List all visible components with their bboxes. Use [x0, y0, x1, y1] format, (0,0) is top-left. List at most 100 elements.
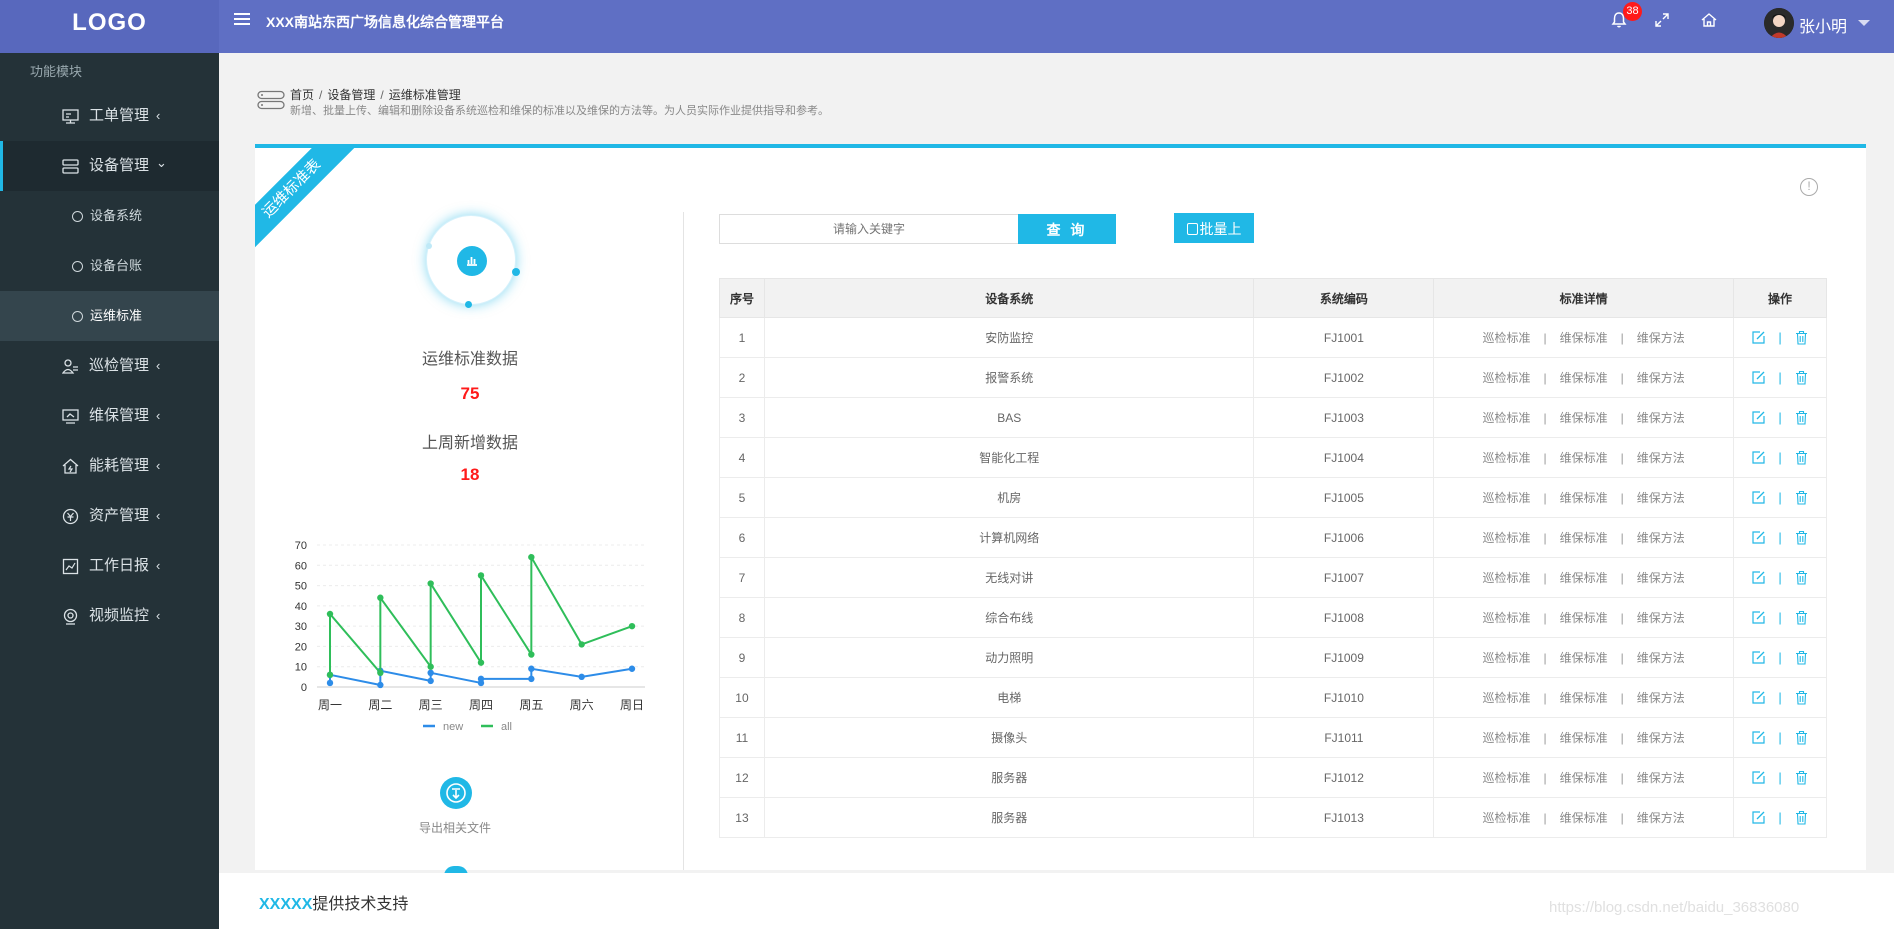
search-input[interactable] [719, 214, 1019, 244]
maintenance-standard-link[interactable]: 维保标准 [1559, 691, 1608, 705]
maintenance-method-link[interactable]: 维保方法 [1636, 411, 1685, 425]
maintenance-standard-link[interactable]: 维保标准 [1559, 371, 1608, 385]
maintenance-method-link[interactable]: 维保方法 [1636, 651, 1685, 665]
export-button[interactable] [440, 777, 472, 809]
cell-system: 电梯 [763, 677, 1255, 718]
search-button[interactable]: 查 询 [1018, 214, 1116, 244]
sidebar-item-workorder[interactable]: 工单管理 ‹ [0, 91, 219, 141]
inspection-standard-link[interactable]: 巡检标准 [1482, 411, 1531, 425]
inspection-standard-link[interactable]: 巡检标准 [1482, 731, 1531, 745]
delete-icon[interactable] [1794, 330, 1809, 345]
maintenance-method-link[interactable]: 维保方法 [1636, 611, 1685, 625]
edit-icon[interactable] [1751, 730, 1766, 745]
delete-icon[interactable] [1794, 410, 1809, 425]
inspection-standard-link[interactable]: 巡检标准 [1482, 571, 1531, 585]
delete-icon[interactable] [1794, 450, 1809, 465]
edit-icon[interactable] [1751, 450, 1766, 465]
inspection-standard-link[interactable]: 巡检标准 [1482, 491, 1531, 505]
inspection-standard-link[interactable]: 巡检标准 [1482, 651, 1531, 665]
delete-icon[interactable] [1794, 770, 1809, 785]
maintenance-standard-link[interactable]: 维保标准 [1559, 771, 1608, 785]
maintenance-standard-link[interactable]: 维保标准 [1559, 611, 1608, 625]
maintenance-standard-link[interactable]: 维保标准 [1559, 731, 1608, 745]
cell-system: 服务器 [763, 797, 1255, 838]
edit-icon[interactable] [1751, 570, 1766, 585]
sidebar-item-device[interactable]: 设备管理 ⌄ [0, 141, 219, 191]
sidebar-subitem-ops-standard[interactable]: 运维标准 [0, 291, 219, 341]
maintenance-method-link[interactable]: 维保方法 [1636, 771, 1685, 785]
edit-icon[interactable] [1751, 770, 1766, 785]
info-icon[interactable]: ! [1800, 178, 1818, 196]
maintenance-standard-link[interactable]: 维保标准 [1559, 811, 1608, 825]
edit-icon[interactable] [1751, 530, 1766, 545]
menu-toggle-icon[interactable] [234, 13, 250, 27]
edit-icon[interactable] [1751, 410, 1766, 425]
delete-icon[interactable] [1794, 610, 1809, 625]
user-dropdown-icon[interactable] [1858, 20, 1870, 26]
action-separator: | [1778, 530, 1782, 546]
bell-icon[interactable] [1609, 10, 1629, 30]
sidebar-item-maintenance[interactable]: 维保管理 ‹ [0, 391, 219, 441]
edit-icon[interactable] [1751, 610, 1766, 625]
maintenance-standard-link[interactable]: 维保标准 [1559, 651, 1608, 665]
maintenance-standard-link[interactable]: 维保标准 [1559, 451, 1608, 465]
sidebar-item-video[interactable]: 视频监控 ‹ [0, 591, 219, 641]
maintenance-method-link[interactable]: 维保方法 [1636, 331, 1685, 345]
breadcrumb-device[interactable]: 设备管理 [327, 88, 376, 102]
delete-icon[interactable] [1794, 810, 1809, 825]
action-separator: | [1778, 610, 1782, 626]
maintenance-method-link[interactable]: 维保方法 [1636, 811, 1685, 825]
maintenance-standard-link[interactable]: 维保标准 [1559, 411, 1608, 425]
maintenance-standard-link[interactable]: 维保标准 [1559, 571, 1608, 585]
inspection-standard-link[interactable]: 巡检标准 [1482, 771, 1531, 785]
export-label[interactable]: 导出相关文件 [418, 821, 491, 835]
delete-icon[interactable] [1794, 570, 1809, 585]
delete-icon[interactable] [1794, 490, 1809, 505]
breadcrumb-home[interactable]: 首页 [290, 88, 315, 102]
inspection-standard-link[interactable]: 巡检标准 [1482, 371, 1531, 385]
maintenance-method-link[interactable]: 维保方法 [1636, 491, 1685, 505]
maintenance-method-link[interactable]: 维保方法 [1636, 731, 1685, 745]
inspection-standard-link[interactable]: 巡检标准 [1482, 691, 1531, 705]
maintenance-method-link[interactable]: 维保方法 [1636, 451, 1685, 465]
delete-icon[interactable] [1794, 690, 1809, 705]
edit-icon[interactable] [1751, 370, 1766, 385]
delete-icon[interactable] [1794, 730, 1809, 745]
edit-icon[interactable] [1751, 330, 1766, 345]
sidebar-item-energy[interactable]: 能耗管理 ‹ [0, 441, 219, 491]
edit-icon[interactable] [1751, 810, 1766, 825]
maintenance-standard-link[interactable]: 维保标准 [1559, 331, 1608, 345]
maintenance-method-link[interactable]: 维保方法 [1636, 531, 1685, 545]
edit-icon[interactable] [1751, 490, 1766, 505]
delete-icon[interactable] [1794, 530, 1809, 545]
delete-icon[interactable] [1794, 650, 1809, 665]
inspection-standard-link[interactable]: 巡检标准 [1482, 531, 1531, 545]
inspection-standard-link[interactable]: 巡检标准 [1482, 611, 1531, 625]
maintenance-method-link[interactable]: 维保方法 [1636, 691, 1685, 705]
edit-icon[interactable] [1751, 650, 1766, 665]
link-separator: | [1620, 611, 1624, 625]
inspection-standard-link[interactable]: 巡检标准 [1482, 451, 1531, 465]
home-icon[interactable] [1699, 10, 1719, 30]
maintenance-method-link[interactable]: 维保方法 [1636, 371, 1685, 385]
inspection-standard-link[interactable]: 巡检标准 [1482, 331, 1531, 345]
maintenance-standard-link[interactable]: 维保标准 [1559, 491, 1608, 505]
user-name[interactable]: 张小明 [1799, 19, 1848, 36]
sidebar-subitem-device-system[interactable]: 设备系统 [0, 191, 219, 241]
sidebar-item-asset[interactable]: 资产管理 ‹ [0, 491, 219, 541]
edit-icon[interactable] [1751, 690, 1766, 705]
delete-icon[interactable] [1794, 370, 1809, 385]
avatar[interactable] [1764, 8, 1794, 38]
fullscreen-icon[interactable] [1652, 10, 1672, 30]
batch-upload-button[interactable]: 批量上传 [1174, 213, 1254, 267]
maintenance-method-link[interactable]: 维保方法 [1636, 571, 1685, 585]
maintenance-standard-link[interactable]: 维保标准 [1559, 531, 1608, 545]
logo[interactable]: LOGO [0, 0, 219, 53]
cell-code: FJ1011 [1253, 717, 1435, 758]
inspection-standard-link[interactable]: 巡检标准 [1482, 811, 1531, 825]
sidebar-item-daily-report[interactable]: 工作日报 ‹ [0, 541, 219, 591]
energy-icon [62, 458, 79, 474]
cell-details: 巡检标准 | 维保标准 | 维保方法 [1433, 757, 1735, 798]
sidebar-item-inspection[interactable]: 巡检管理 ‹ [0, 341, 219, 391]
sidebar-subitem-device-ledger[interactable]: 设备台账 [0, 241, 219, 291]
